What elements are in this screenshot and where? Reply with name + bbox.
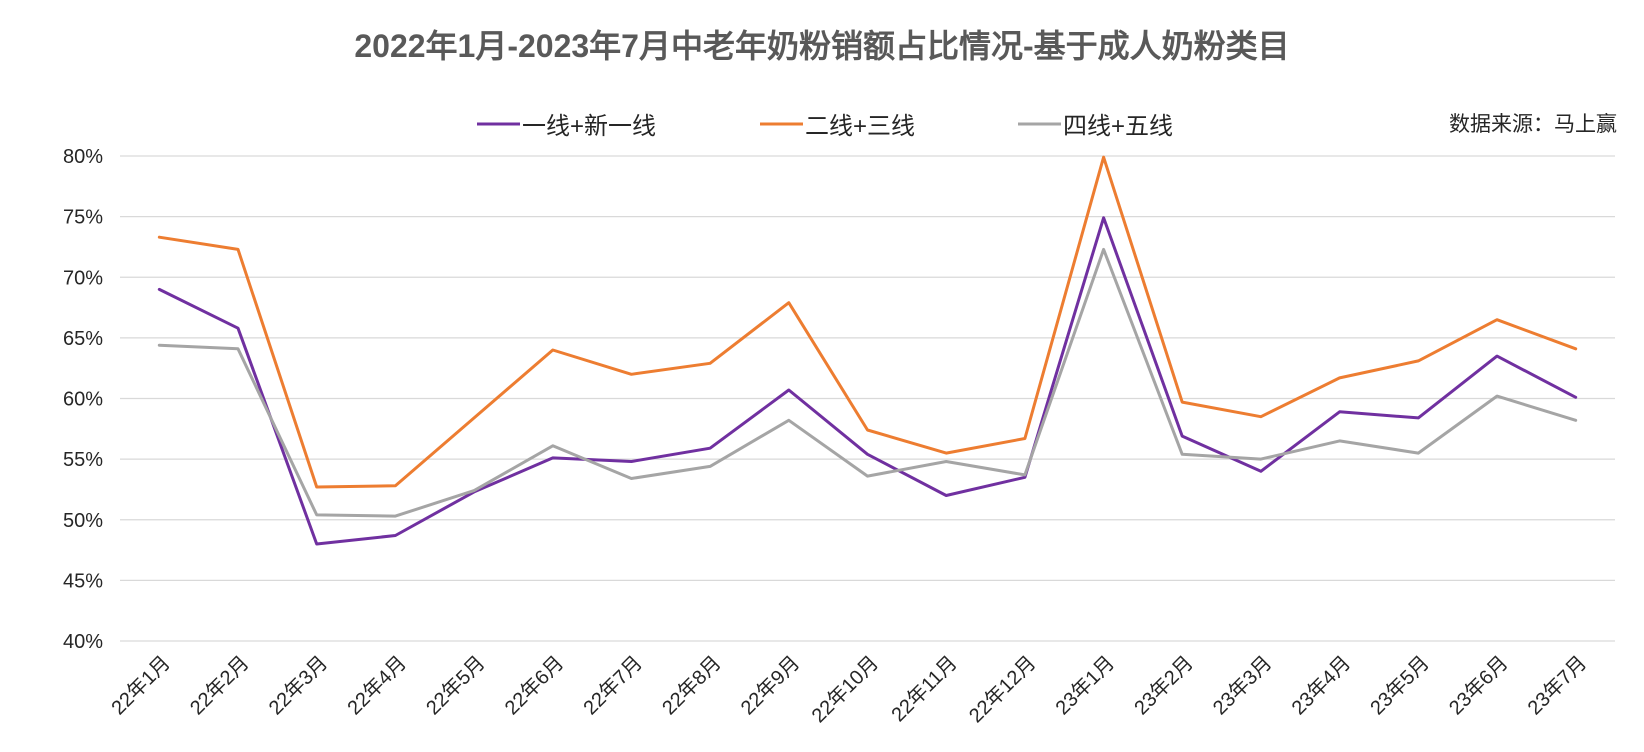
y-tick-label: 80% [63, 146, 103, 168]
gridlines [120, 155, 1615, 642]
legend-label-series-1: 二线+三线 [805, 113, 915, 140]
legend: 一线+新一线 二线+三线 四线+五线 [477, 113, 1173, 140]
x-tick-label: 23年3月 [1208, 651, 1276, 719]
x-tick-label: 23年4月 [1287, 651, 1355, 719]
source-note: 数据来源：马上赢 [1449, 113, 1617, 136]
y-tick-label: 60% [63, 389, 103, 411]
x-axis-ticks: 22年1月 22年2月 22年3月 22年4月 22年5月 22年6月 22年7月 22年8月… [107, 651, 1591, 727]
y-tick-label: 40% [63, 631, 103, 653]
chart-title: 2022年1月-2023年7月中老年奶粉销额占比情况-基于成人奶粉类目 [354, 28, 1289, 64]
legend-label-series-0: 一线+新一线 [522, 113, 656, 140]
series-line-0 [157, 216, 1578, 546]
x-tick-label: 22年6月 [500, 651, 568, 719]
legend-label-series-2: 四线+五线 [1063, 113, 1173, 140]
x-tick-label: 23年2月 [1130, 651, 1198, 719]
y-tick-label: 50% [63, 510, 103, 532]
series-line-2 [157, 247, 1578, 518]
y-axis-ticks: 40% 45% 50% 55% 60% 65% 70% 75% 80% [63, 146, 103, 653]
y-tick-label: 65% [63, 328, 103, 350]
x-tick-label: 22年8月 [658, 651, 726, 719]
y-tick-label: 70% [63, 267, 103, 289]
y-tick-label: 45% [63, 570, 103, 592]
x-tick-label: 22年1月 [107, 651, 175, 719]
x-tick-label: 22年3月 [264, 651, 332, 719]
x-tick-label: 22年2月 [185, 651, 253, 719]
series-lines [157, 155, 1578, 546]
x-tick-label: 22年4月 [343, 651, 411, 719]
x-tick-label: 22年10月 [807, 651, 883, 727]
x-tick-label: 22年7月 [579, 651, 647, 719]
series-line-1 [157, 155, 1578, 489]
x-tick-label: 23年5月 [1366, 651, 1434, 719]
x-tick-label: 22年9月 [736, 651, 804, 719]
x-tick-label: 23年7月 [1523, 651, 1591, 719]
x-tick-label: 22年11月 [887, 651, 962, 726]
y-tick-label: 75% [63, 207, 103, 229]
y-tick-label: 55% [63, 449, 103, 471]
x-tick-label: 23年6月 [1444, 651, 1512, 719]
x-tick-label: 23年1月 [1051, 651, 1119, 719]
x-tick-label: 22年12月 [964, 651, 1040, 727]
x-tick-label: 22年5月 [421, 651, 489, 719]
